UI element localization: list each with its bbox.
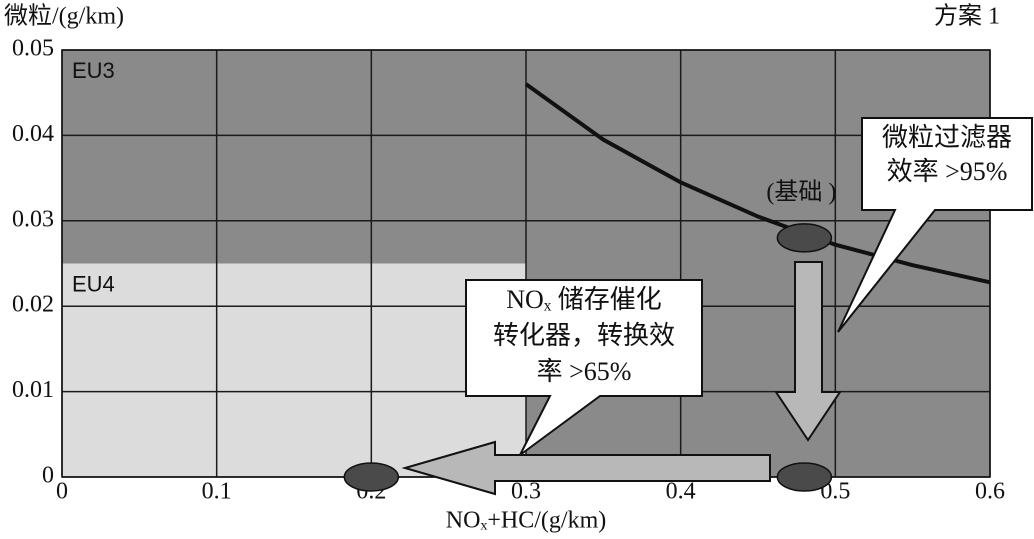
region-label: EU4: [72, 271, 115, 296]
y-tick-label: 0.02: [12, 292, 54, 318]
y-tick-label: 0.05: [12, 36, 54, 62]
x-axis-label: NOₓ+HC/(g/km): [446, 508, 607, 534]
region-label: EU3: [72, 58, 115, 83]
y-tick-label: 0: [42, 463, 54, 489]
marker: [776, 223, 833, 253]
callout-text: 微粒过滤器: [882, 123, 1012, 152]
region: [62, 263, 526, 477]
arrow-down: [774, 261, 842, 442]
curve: [524, 82, 991, 285]
corner-label: 方案 1: [934, 3, 1000, 30]
callout-text: 效率 >95%: [887, 157, 1008, 186]
marker: [343, 462, 400, 492]
y-axis-label: 微粒/(g/km): [4, 3, 124, 30]
callout-box: [837, 117, 1033, 333]
x-tick-label: 0.6: [975, 479, 1005, 505]
y-tick-label: 0.04: [12, 121, 54, 147]
y-tick-label: 0.01: [12, 377, 54, 403]
callout-text: 转化器，转换效: [493, 321, 675, 350]
callout-box: [465, 279, 703, 456]
x-tick-label: 0.4: [666, 479, 696, 505]
y-tick-label: 0.03: [12, 206, 54, 232]
marker: [776, 462, 833, 492]
callout-text: NOₓ 储存催化: [506, 285, 662, 314]
x-tick-label: 0.3: [511, 479, 541, 505]
x-tick-label: 0.1: [202, 479, 232, 505]
callout-text: 率 >65%: [537, 357, 632, 386]
arrow-left: [401, 440, 771, 496]
marker-label: (基础 ): [766, 178, 836, 205]
x-tick-label: 0: [56, 479, 68, 505]
